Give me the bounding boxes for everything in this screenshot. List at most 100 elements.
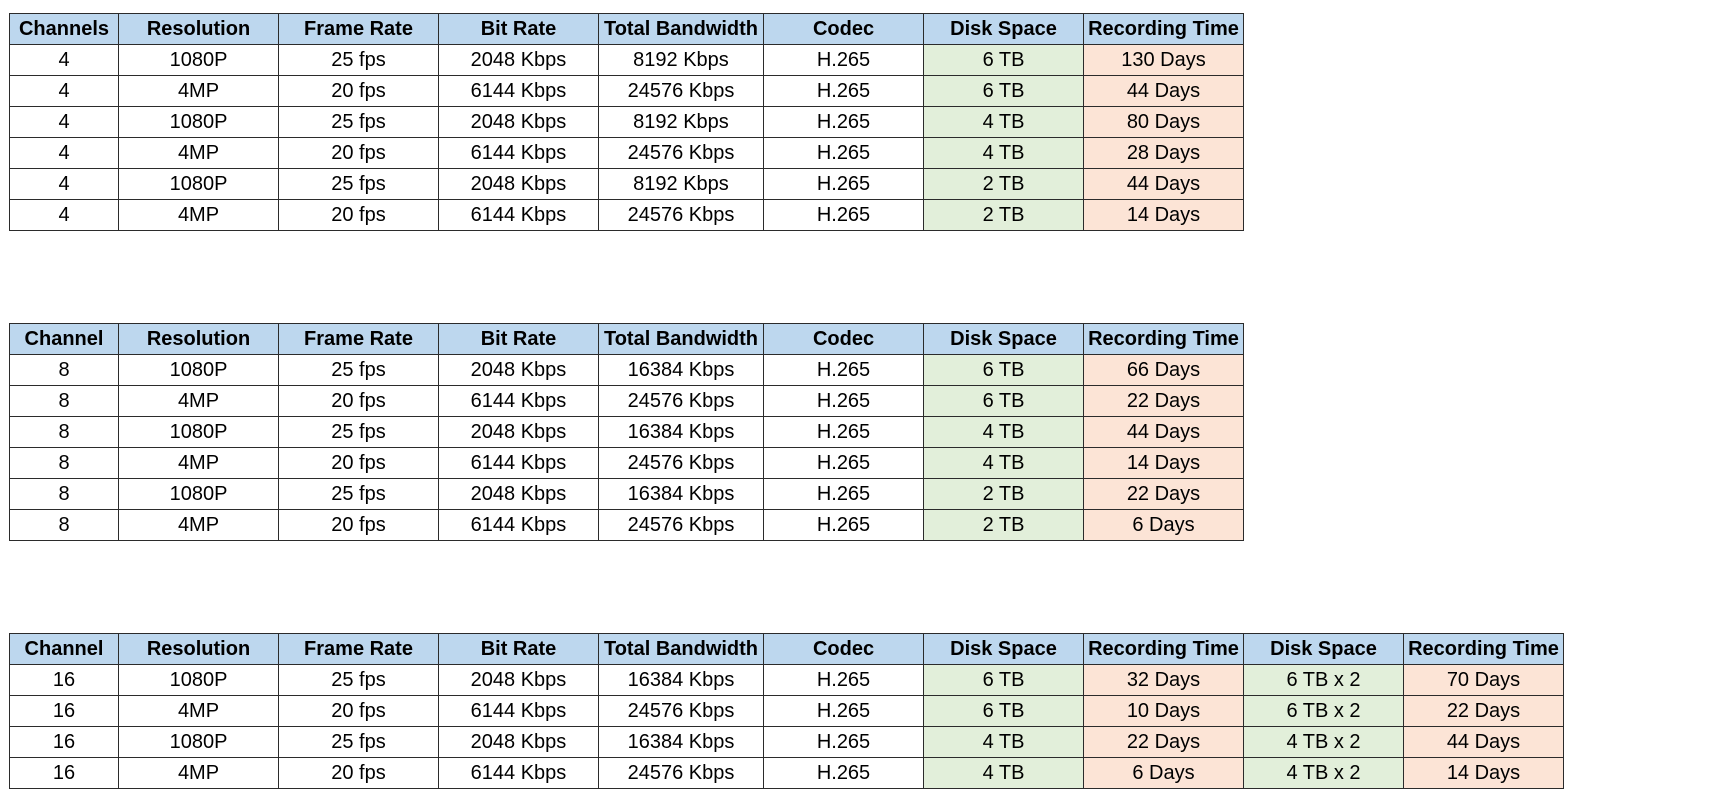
table-cell: 16 — [9, 726, 119, 758]
table-cell: 1080P — [118, 416, 279, 448]
table-cell: 6144 Kbps — [438, 447, 599, 479]
table-cell: 4 TB — [923, 106, 1084, 138]
table-cell: 6144 Kbps — [438, 757, 599, 789]
table-cell: 4MP — [118, 385, 279, 417]
table-row: 4 4MP 20 fps 6144 Kbps 24576 Kbps H.265 4 TB 28… — [9, 137, 1244, 169]
column-header: Channels — [9, 13, 119, 45]
table-row: 8 1080P 25 fps 2048 Kbps 16384 Kbps H.265 2 TB… — [9, 478, 1244, 510]
table-row: 16 4MP 20 fps 6144 Kbps 24576 Kbps H.265 6 TB 1… — [9, 695, 1564, 727]
column-header: Bit Rate — [438, 633, 599, 665]
table-cell: 2048 Kbps — [438, 44, 599, 76]
table-row: 4 1080P 25 fps 2048 Kbps 8192 Kbps H.265 2 TB 4… — [9, 168, 1244, 200]
table-cell: 16384 Kbps — [598, 416, 764, 448]
table-cell: H.265 — [763, 44, 924, 76]
column-header: Disk Space — [1243, 633, 1404, 665]
table-cell: 4 — [9, 75, 119, 107]
table-cell: H.265 — [763, 726, 924, 758]
table-cell: 24576 Kbps — [598, 447, 764, 479]
column-header: Frame Rate — [278, 633, 439, 665]
table-cell: 4MP — [118, 447, 279, 479]
table-cell: 2 TB — [923, 168, 1084, 200]
table-cell: 6144 Kbps — [438, 137, 599, 169]
table-cell: 20 fps — [278, 75, 439, 107]
table-cell: 24576 Kbps — [598, 757, 764, 789]
table-cell: 16 — [9, 757, 119, 789]
table-cell: 4 TB — [923, 137, 1084, 169]
table-cell: 6144 Kbps — [438, 695, 599, 727]
table-cell: 2048 Kbps — [438, 354, 599, 386]
table-cell: 24576 Kbps — [598, 75, 764, 107]
table-cell: 6144 Kbps — [438, 509, 599, 541]
header-row: Channels Resolution Frame Rate Bit Rate Tota… — [9, 13, 1244, 45]
table-cell: 16 — [9, 664, 119, 696]
table-cell: 20 fps — [278, 199, 439, 231]
table-cell: 44 Days — [1403, 726, 1564, 758]
table-cell: 24576 Kbps — [598, 385, 764, 417]
table-cell: 44 Days — [1083, 75, 1244, 107]
table-cell: 25 fps — [278, 44, 439, 76]
table-cell: 4MP — [118, 757, 279, 789]
table-cell: 22 Days — [1083, 726, 1244, 758]
table-cell: 25 fps — [278, 478, 439, 510]
column-header: Codec — [763, 323, 924, 355]
table-cell: 6144 Kbps — [438, 199, 599, 231]
table-cell: 4 TB x 2 — [1243, 726, 1404, 758]
table-row: 16 4MP 20 fps 6144 Kbps 24576 Kbps H.265 4 TB 6… — [9, 757, 1564, 789]
table-row: 4 1080P 25 fps 2048 Kbps 8192 Kbps H.265 4 TB 8… — [9, 106, 1244, 138]
table-cell: 4MP — [118, 199, 279, 231]
column-header: Resolution — [118, 633, 279, 665]
table-cell: 2 TB — [923, 199, 1084, 231]
table-cell: 6 TB — [923, 354, 1084, 386]
header-row: Channel Resolution Frame Rate Bit Rate Total… — [9, 633, 1564, 665]
table-cell: 20 fps — [278, 385, 439, 417]
table-cell: 8 — [9, 385, 119, 417]
column-header: Bit Rate — [438, 13, 599, 45]
table-cell: 8 — [9, 478, 119, 510]
table-cell: 24576 Kbps — [598, 137, 764, 169]
table-cell: 4 — [9, 106, 119, 138]
table-cell: 44 Days — [1083, 416, 1244, 448]
table-row: 8 4MP 20 fps 6144 Kbps 24576 Kbps H.265 4 TB 14… — [9, 447, 1244, 479]
table-cell: 25 fps — [278, 416, 439, 448]
table-cell: 1080P — [118, 106, 279, 138]
table-cell: 25 fps — [278, 664, 439, 696]
column-header: Resolution — [118, 323, 279, 355]
table-cell: 24576 Kbps — [598, 199, 764, 231]
table-cell: 8 — [9, 509, 119, 541]
table-cell: 4 — [9, 137, 119, 169]
table-cell: 8 — [9, 354, 119, 386]
table-cell: 10 Days — [1083, 695, 1244, 727]
table-cell: 6 TB x 2 — [1243, 695, 1404, 727]
table-cell: 22 Days — [1403, 695, 1564, 727]
table-cell: 16384 Kbps — [598, 478, 764, 510]
table-cell: 22 Days — [1083, 478, 1244, 510]
table-cell: 1080P — [118, 726, 279, 758]
table-cell: 24576 Kbps — [598, 695, 764, 727]
column-header: Recording Time — [1083, 633, 1244, 665]
table-cell: 4MP — [118, 75, 279, 107]
table-cell: 16384 Kbps — [598, 726, 764, 758]
table-cell: H.265 — [763, 447, 924, 479]
table-cell: H.265 — [763, 385, 924, 417]
column-header: Channel — [9, 633, 119, 665]
table-cell: 25 fps — [278, 726, 439, 758]
table-cell: H.265 — [763, 75, 924, 107]
table-cell: 20 fps — [278, 695, 439, 727]
table-cell: 44 Days — [1083, 168, 1244, 200]
table-cell: 8 — [9, 416, 119, 448]
column-header: Recording Time — [1083, 13, 1244, 45]
table-cell: 66 Days — [1083, 354, 1244, 386]
table-cell: 4 — [9, 44, 119, 76]
table-cell: 8192 Kbps — [598, 44, 764, 76]
table-cell: 2 TB — [923, 478, 1084, 510]
column-header: Bit Rate — [438, 323, 599, 355]
table-cell: 4 TB — [923, 726, 1084, 758]
table-cell: 20 fps — [278, 447, 439, 479]
column-header: Frame Rate — [278, 323, 439, 355]
table-row: 4 4MP 20 fps 6144 Kbps 24576 Kbps H.265 2 TB 14… — [9, 199, 1244, 231]
table-cell: 6 TB — [923, 695, 1084, 727]
table-cell: 8 — [9, 447, 119, 479]
table-cell: 2048 Kbps — [438, 168, 599, 200]
table-cell: 16384 Kbps — [598, 664, 764, 696]
table-cell: H.265 — [763, 354, 924, 386]
